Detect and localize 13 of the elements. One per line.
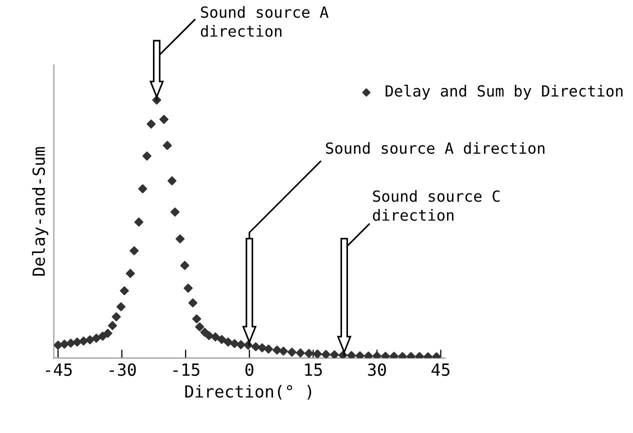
annotation: Sound source C direction <box>372 190 500 221</box>
x-tick-label: 15 <box>305 364 322 376</box>
x-tick-label: 30 <box>368 363 386 376</box>
x-axis-title: Direction(° ) <box>185 384 312 400</box>
x-tick-label: -15 <box>173 364 200 376</box>
y-axis-title: Delay-and-Sum <box>32 147 48 276</box>
x-tick-label: -45 <box>46 364 72 376</box>
annotation: Sound source A direction <box>326 142 544 154</box>
x-tick-label: 0 <box>245 363 254 376</box>
annotation: Sound source A direction <box>200 6 328 37</box>
x-tick-label: 45 <box>432 364 450 376</box>
x-tick-label: -30 <box>110 363 136 376</box>
legend-label: Delay and Sum by Direction <box>386 84 622 100</box>
